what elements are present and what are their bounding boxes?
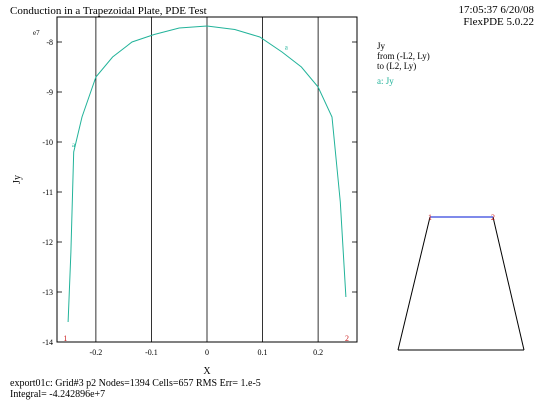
y-tick-label: -8: [46, 38, 53, 47]
legend-line-to: to (L2, Ly): [377, 61, 417, 71]
series-label-right: a: [285, 44, 289, 52]
page-title: Conduction in a Trapezoidal Plate, PDE T…: [10, 5, 207, 17]
jy-series-line: [67, 25, 347, 323]
y-tick-label: -11: [43, 188, 53, 197]
series-label-left: a: [72, 141, 76, 149]
y-exponent-label: e7: [33, 29, 40, 37]
x-axis-label: X: [203, 366, 211, 377]
footer-integral: Integral= -4.242896e+7: [10, 389, 106, 400]
timestamp-text: 17:05:37 6/20/08: [458, 4, 534, 16]
legend-series-label: a: Jy: [377, 76, 394, 86]
inset-vertex-label-1: 1: [428, 213, 432, 222]
footer-stats: export01c: Grid#3 p2 Nodes=1394 Cells=65…: [10, 378, 261, 400]
y-axis-label: Jy: [12, 175, 23, 184]
legend-line-from: from (-L2, Ly): [377, 51, 430, 61]
y-tick-label: -12: [42, 238, 53, 247]
timestamp: 17:05:37 6/20/08 FlexPDE 5.0.22: [459, 4, 534, 28]
footer-grid-info: export01c: Grid#3 p2 Nodes=1394 Cells=65…: [10, 378, 261, 389]
legend: Jy from (-L2, Ly) to (L2, Ly) a: Jy: [377, 41, 430, 86]
x-tick-label: 0.1: [258, 348, 268, 357]
legend-line-variable: Jy: [377, 41, 386, 51]
end-marker-end: 2: [345, 334, 349, 343]
end-marker-start: 1: [63, 334, 67, 343]
inset-vertex-label-2: 2: [491, 213, 495, 222]
y-tick-label: -13: [42, 288, 53, 297]
x-tick-label: 0.2: [313, 348, 323, 357]
inset-right-edge: [492, 216, 525, 351]
y-tick-label: -10: [42, 138, 53, 147]
version-text: FlexPDE 5.0.22: [463, 16, 534, 28]
x-tick-label: -0.2: [90, 348, 103, 357]
y-tick-label: -14: [42, 338, 53, 347]
y-tick-label: -9: [46, 88, 53, 97]
x-tick-label: -0.1: [145, 348, 158, 357]
inset-left-edge: [397, 216, 431, 351]
x-tick-label: 0: [205, 348, 209, 357]
